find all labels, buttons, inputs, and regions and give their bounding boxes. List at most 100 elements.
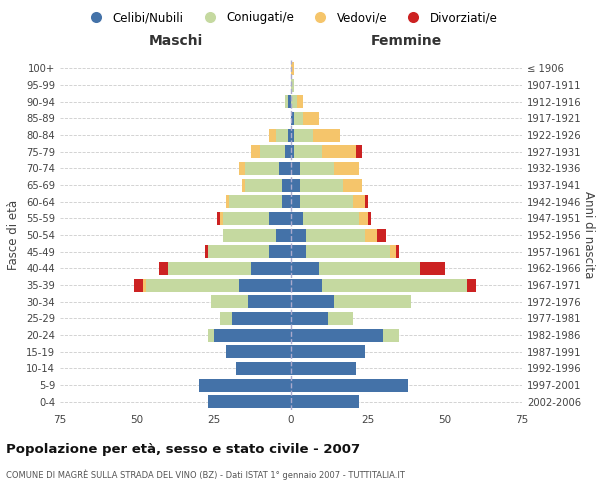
Bar bbox=[291, 178, 300, 192]
Bar bbox=[236, 362, 291, 375]
Bar bbox=[307, 228, 365, 241]
Bar bbox=[143, 278, 146, 291]
Bar bbox=[291, 312, 328, 325]
Bar bbox=[291, 362, 356, 375]
Bar bbox=[291, 112, 294, 125]
Bar bbox=[275, 228, 291, 241]
Bar bbox=[205, 245, 208, 258]
Bar bbox=[300, 162, 334, 175]
Bar bbox=[421, 262, 445, 275]
Bar bbox=[288, 95, 291, 108]
Bar bbox=[217, 212, 220, 225]
Bar bbox=[199, 378, 291, 392]
Bar bbox=[220, 212, 223, 225]
Bar bbox=[291, 145, 294, 158]
Bar bbox=[291, 395, 359, 408]
Bar bbox=[291, 128, 294, 141]
Text: Femmine: Femmine bbox=[371, 34, 442, 48]
Bar bbox=[365, 228, 377, 241]
Text: Maschi: Maschi bbox=[148, 34, 203, 48]
Bar bbox=[285, 95, 288, 108]
Bar bbox=[229, 195, 282, 208]
Bar bbox=[396, 245, 399, 258]
Bar bbox=[334, 162, 359, 175]
Bar bbox=[220, 312, 232, 325]
Y-axis label: Fasce di età: Fasce di età bbox=[7, 200, 20, 270]
Bar bbox=[291, 262, 319, 275]
Legend: Celibi/Nubili, Coniugati/e, Vedovi/e, Divorziati/e: Celibi/Nubili, Coniugati/e, Vedovi/e, Di… bbox=[80, 6, 502, 29]
Bar bbox=[291, 295, 334, 308]
Bar bbox=[291, 378, 408, 392]
Bar bbox=[134, 278, 143, 291]
Bar bbox=[146, 278, 239, 291]
Bar bbox=[239, 278, 291, 291]
Bar bbox=[368, 212, 371, 225]
Bar bbox=[297, 95, 304, 108]
Bar bbox=[269, 212, 291, 225]
Bar bbox=[467, 278, 476, 291]
Bar bbox=[291, 195, 300, 208]
Bar bbox=[353, 195, 365, 208]
Bar bbox=[322, 278, 467, 291]
Bar bbox=[239, 162, 245, 175]
Bar bbox=[307, 245, 389, 258]
Bar bbox=[269, 245, 291, 258]
Bar bbox=[300, 178, 343, 192]
Bar bbox=[223, 228, 275, 241]
Text: COMUNE DI MAGRÈ SULLA STRADA DEL VINO (BZ) - Dati ISTAT 1° gennaio 2007 - TUTTIT: COMUNE DI MAGRÈ SULLA STRADA DEL VINO (B… bbox=[6, 469, 405, 480]
Bar bbox=[291, 278, 322, 291]
Bar bbox=[158, 262, 168, 275]
Bar bbox=[291, 328, 383, 342]
Bar bbox=[291, 62, 294, 75]
Bar bbox=[356, 145, 362, 158]
Bar bbox=[226, 345, 291, 358]
Bar bbox=[232, 312, 291, 325]
Bar bbox=[208, 245, 269, 258]
Bar bbox=[208, 395, 291, 408]
Bar bbox=[304, 212, 359, 225]
Bar bbox=[322, 145, 356, 158]
Bar bbox=[328, 312, 353, 325]
Bar bbox=[285, 145, 291, 158]
Bar bbox=[223, 212, 269, 225]
Bar bbox=[251, 145, 260, 158]
Bar bbox=[359, 212, 368, 225]
Bar bbox=[211, 295, 248, 308]
Bar bbox=[377, 228, 386, 241]
Bar bbox=[275, 128, 288, 141]
Bar bbox=[389, 245, 396, 258]
Bar bbox=[334, 295, 411, 308]
Bar bbox=[278, 162, 291, 175]
Bar bbox=[319, 262, 421, 275]
Bar bbox=[282, 178, 291, 192]
Bar bbox=[294, 112, 304, 125]
Text: Popolazione per età, sesso e stato civile - 2007: Popolazione per età, sesso e stato civil… bbox=[6, 442, 360, 456]
Bar bbox=[242, 178, 245, 192]
Bar bbox=[304, 112, 319, 125]
Bar bbox=[260, 145, 285, 158]
Bar bbox=[291, 212, 304, 225]
Bar bbox=[291, 78, 294, 92]
Bar bbox=[291, 245, 307, 258]
Bar bbox=[291, 345, 365, 358]
Bar bbox=[288, 128, 291, 141]
Bar bbox=[245, 162, 278, 175]
Bar bbox=[294, 128, 313, 141]
Bar bbox=[291, 228, 307, 241]
Bar bbox=[208, 328, 214, 342]
Bar bbox=[294, 145, 322, 158]
Bar bbox=[300, 195, 353, 208]
Bar bbox=[383, 328, 399, 342]
Bar bbox=[226, 195, 229, 208]
Bar bbox=[313, 128, 340, 141]
Bar bbox=[269, 128, 275, 141]
Bar bbox=[245, 178, 282, 192]
Bar bbox=[214, 328, 291, 342]
Bar bbox=[168, 262, 251, 275]
Bar bbox=[291, 162, 300, 175]
Y-axis label: Anni di nascita: Anni di nascita bbox=[583, 192, 595, 278]
Bar bbox=[248, 295, 291, 308]
Bar bbox=[365, 195, 368, 208]
Bar bbox=[251, 262, 291, 275]
Bar bbox=[343, 178, 362, 192]
